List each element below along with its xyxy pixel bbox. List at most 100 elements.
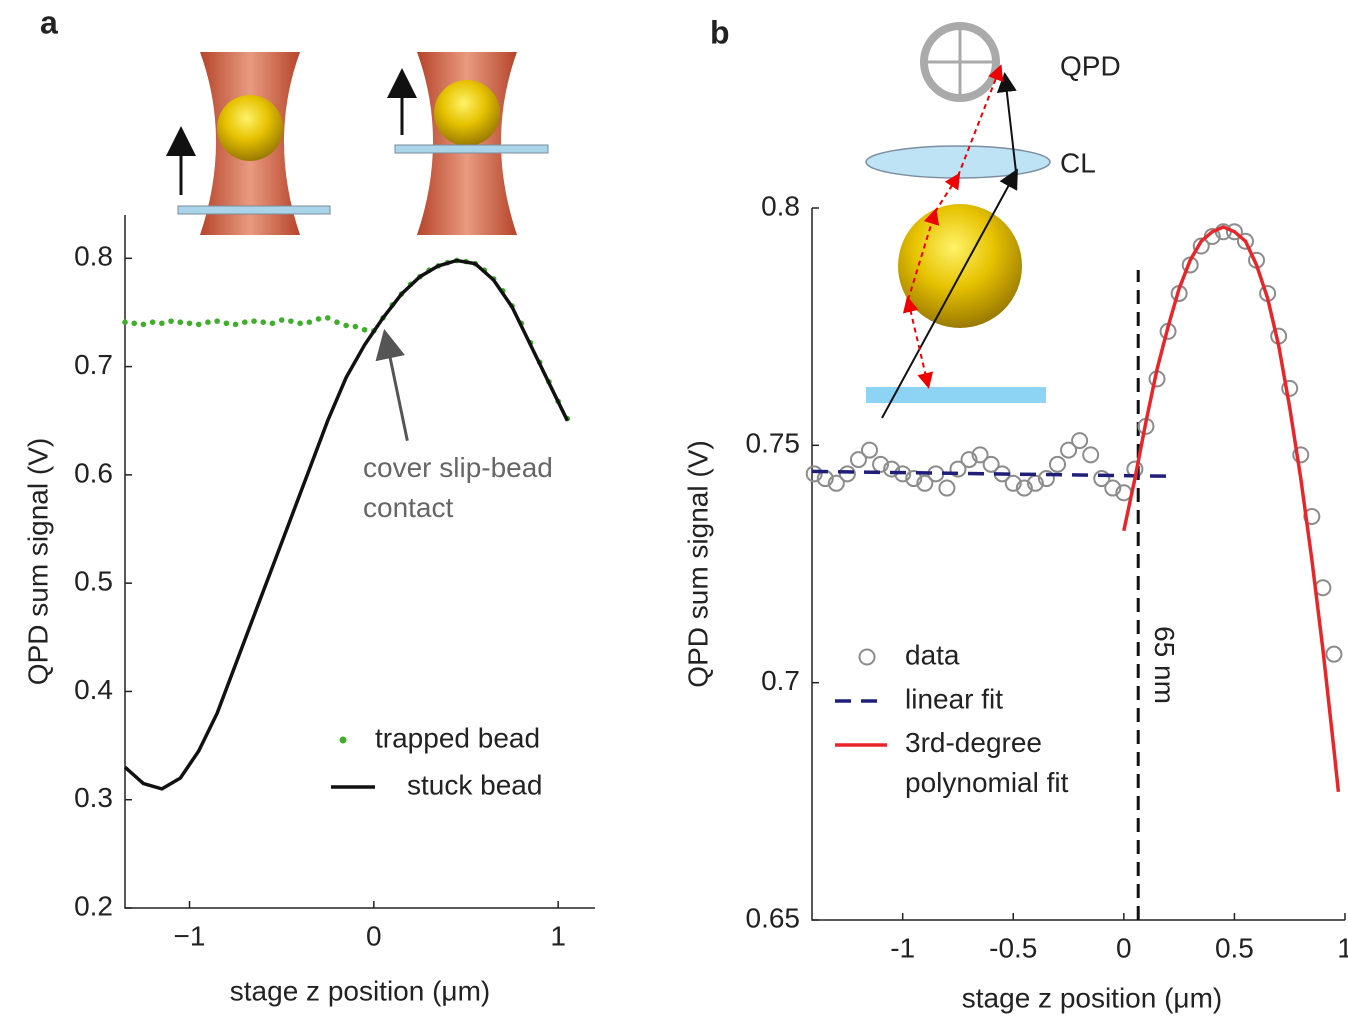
y-tick-label: 0.75 <box>746 428 801 459</box>
data-point <box>214 318 220 324</box>
data-point <box>1292 446 1310 464</box>
data-point <box>140 321 147 328</box>
data-point <box>982 455 1000 473</box>
x-axis-label: stage z position (μm) <box>230 975 490 1006</box>
data-point <box>343 322 349 329</box>
annotation-text: cover slip-bead contact <box>363 452 561 523</box>
data-point <box>1048 455 1066 473</box>
x-tick-label: 1 <box>550 920 566 951</box>
y-tick-label: 0.3 <box>74 782 113 813</box>
series-line <box>1122 225 1341 792</box>
annotation-arrow <box>375 328 409 442</box>
y-tick-label: 0.8 <box>74 241 113 272</box>
data-point <box>861 441 879 459</box>
data-point <box>186 320 193 327</box>
data-point <box>1325 645 1343 663</box>
data-point <box>269 320 276 327</box>
legend-label: 3rd-degree polynomial fit <box>905 727 1069 798</box>
data-point <box>960 451 978 469</box>
panel-label: b <box>710 14 730 50</box>
data-point <box>1060 441 1078 459</box>
data-point <box>883 460 901 478</box>
optics-illustration: QPD CL <box>865 22 1121 419</box>
data-point <box>306 319 313 325</box>
axis-line <box>811 208 1345 921</box>
data-point <box>278 317 285 323</box>
data-point <box>242 319 248 325</box>
data-point <box>827 474 845 492</box>
data-point <box>1037 470 1055 488</box>
x-axis-label: stage z position (μm) <box>962 982 1222 1013</box>
data-point <box>1015 479 1033 497</box>
data-point <box>361 326 368 333</box>
data-point <box>805 465 823 483</box>
diagram-label: QPD <box>1060 50 1121 81</box>
y-axis-label: QPD sum signal (V) <box>22 438 53 685</box>
data-point <box>1004 474 1022 492</box>
x-tick-label: 1 <box>1337 932 1348 963</box>
x-tick-label: -0.5 <box>989 932 1037 963</box>
legend-label: stuck bead <box>407 769 542 800</box>
data-point <box>872 455 890 473</box>
data-point <box>195 321 202 328</box>
data-point <box>1236 232 1254 250</box>
reference-label: 65 nm <box>1149 626 1180 704</box>
y-tick-label: 0.65 <box>746 902 801 933</box>
data-point <box>1071 432 1089 450</box>
diagram-label: CL <box>1060 147 1096 178</box>
data-point <box>949 460 967 478</box>
y-tick-label: 0.7 <box>761 665 800 696</box>
data-point <box>905 470 923 488</box>
panel-label: a <box>40 4 58 40</box>
legend-label: data <box>905 639 960 670</box>
data-point <box>1225 223 1243 241</box>
data-point <box>838 465 856 483</box>
data-point <box>122 319 128 325</box>
data-point <box>315 316 322 322</box>
series-line <box>123 258 569 791</box>
data-point <box>168 318 174 324</box>
data-point <box>324 315 331 321</box>
x-tick-label: −1 <box>174 920 206 951</box>
data-point <box>1082 446 1100 464</box>
data-point <box>1093 470 1111 488</box>
data-point <box>971 446 989 464</box>
y-tick-label: 0.8 <box>761 190 800 221</box>
x-tick-label: -1 <box>890 932 915 963</box>
data-point <box>352 323 359 330</box>
y-tick-label: 0.2 <box>74 890 113 921</box>
data-point <box>1281 379 1299 397</box>
data-point <box>149 319 156 325</box>
legend-label: linear fit <box>905 683 1003 714</box>
data-point <box>916 474 934 492</box>
y-tick-label: 0.7 <box>74 349 113 380</box>
data-point <box>849 451 867 469</box>
x-tick-label: 0.5 <box>1215 932 1254 963</box>
data-point <box>159 320 165 327</box>
legend-label: trapped bead <box>375 722 540 753</box>
data-point <box>297 320 303 327</box>
series-line <box>811 469 1169 478</box>
data-point <box>223 320 230 327</box>
y-tick-label: 0.4 <box>74 674 113 705</box>
x-tick-label: 0 <box>366 920 382 951</box>
legend-marker <box>339 736 347 744</box>
y-axis-label: QPD sum signal (V) <box>682 440 713 687</box>
data-point <box>288 318 294 324</box>
data-point <box>205 319 211 325</box>
data-point <box>251 318 257 324</box>
legend-marker <box>858 648 876 666</box>
axis-line <box>124 215 595 909</box>
data-point <box>177 319 184 325</box>
x-tick-label: 0 <box>1116 932 1132 963</box>
data-point <box>232 321 239 328</box>
trap-illustration <box>166 52 549 235</box>
data-point <box>1104 479 1122 497</box>
data-point <box>131 320 138 327</box>
y-tick-label: 0.6 <box>74 457 113 488</box>
y-tick-label: 0.5 <box>74 566 113 597</box>
data-point <box>1192 237 1210 255</box>
data-point <box>334 319 340 325</box>
data-point <box>938 479 956 497</box>
